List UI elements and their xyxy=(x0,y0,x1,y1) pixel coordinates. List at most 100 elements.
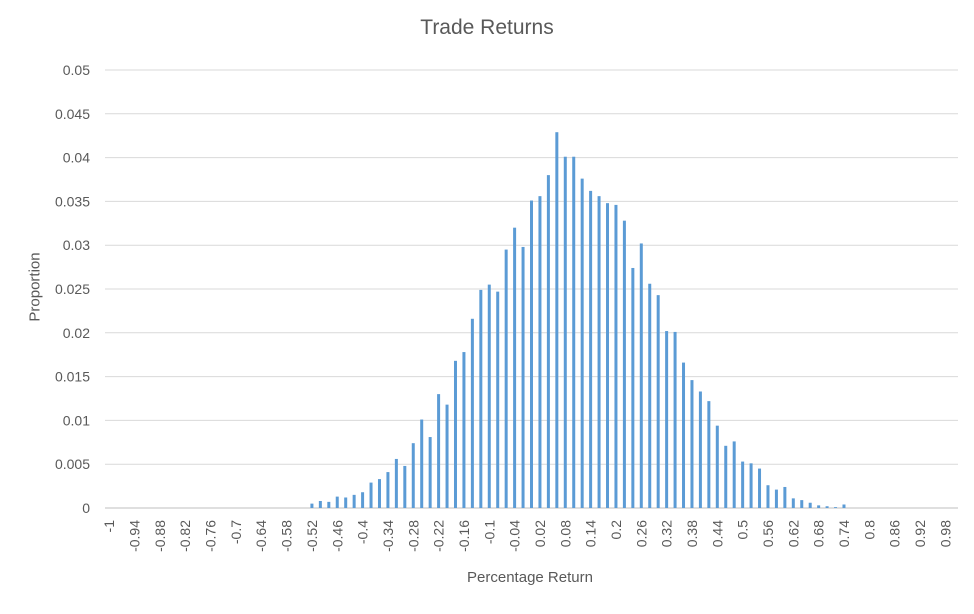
bar xyxy=(437,394,441,508)
bar xyxy=(428,437,432,508)
x-tick-label: 0.44 xyxy=(709,520,725,547)
bar xyxy=(606,203,610,509)
bar xyxy=(631,267,635,508)
bar xyxy=(453,360,457,508)
y-tick-label: 0.03 xyxy=(63,237,90,253)
bar xyxy=(656,295,660,508)
bar xyxy=(698,391,702,508)
x-tick-label: 0.02 xyxy=(532,520,548,547)
x-tick-label: 0.14 xyxy=(583,520,599,547)
x-tick-label: -0.04 xyxy=(507,520,523,552)
x-tick-label: 0.62 xyxy=(785,520,801,547)
x-tick-label: -0.34 xyxy=(380,520,396,552)
bar xyxy=(715,425,719,508)
y-tick-label: 0.025 xyxy=(55,281,90,297)
bar xyxy=(369,482,373,508)
x-tick-label: -0.1 xyxy=(481,520,497,544)
bar xyxy=(808,502,812,508)
y-tick-label: 0.045 xyxy=(55,106,90,122)
bar xyxy=(707,401,711,508)
y-tick-label: 0.035 xyxy=(55,193,90,209)
bar xyxy=(462,352,466,508)
bar xyxy=(530,200,533,509)
bar xyxy=(521,246,525,508)
y-tick-label: 0.005 xyxy=(55,456,90,472)
x-tick-label: 0.56 xyxy=(760,520,776,547)
bar xyxy=(504,249,508,508)
bar xyxy=(487,284,491,508)
bar xyxy=(758,468,762,508)
x-tick-label: 0.08 xyxy=(557,520,573,547)
bar xyxy=(825,506,829,508)
x-tick-label: 0.8 xyxy=(861,520,877,540)
bar xyxy=(614,204,618,509)
x-tick-label: -0.82 xyxy=(177,520,193,552)
bar xyxy=(470,318,474,508)
y-tick-label: 0.015 xyxy=(55,369,90,385)
x-tick-label: 0.38 xyxy=(684,520,700,547)
bar xyxy=(648,283,652,508)
x-tick-label: 0.26 xyxy=(633,520,649,547)
x-tick-labels: -1 -0.94 -0.88 -0.82 -0.76 -0.7 -0.64 -0.58 -0.5… xyxy=(101,520,953,552)
y-tick-label: 0 xyxy=(82,500,90,516)
bar xyxy=(538,196,542,509)
x-tick-label: 0.98 xyxy=(937,520,953,547)
x-tick-label: -0.46 xyxy=(329,520,345,552)
x-tick-label: -0.22 xyxy=(431,520,447,552)
bars xyxy=(310,132,846,509)
bar xyxy=(842,504,846,508)
bar xyxy=(377,479,381,508)
bar xyxy=(580,178,584,508)
bar xyxy=(682,362,686,508)
bar xyxy=(335,496,339,508)
x-tick-label: -0.64 xyxy=(253,520,269,552)
bar xyxy=(411,443,415,508)
x-tick-label: 0.86 xyxy=(887,520,903,547)
x-tick-label: -0.4 xyxy=(355,520,371,544)
bar xyxy=(774,489,778,508)
bar xyxy=(403,465,407,508)
bar xyxy=(327,501,331,508)
bar xyxy=(318,500,322,508)
x-tick-label: -1 xyxy=(101,520,117,533)
x-tick-label: -0.58 xyxy=(279,520,295,552)
bar xyxy=(639,243,643,508)
bar xyxy=(394,458,398,508)
bar xyxy=(479,289,483,508)
x-tick-label: -0.16 xyxy=(456,520,472,552)
x-tick-label: -0.76 xyxy=(203,520,219,552)
chart-title: Trade Returns xyxy=(420,16,554,39)
bar xyxy=(310,503,314,508)
bar xyxy=(420,419,424,508)
x-tick-label: 0.32 xyxy=(659,520,675,547)
bar xyxy=(622,220,626,508)
bar xyxy=(791,498,795,508)
bar xyxy=(361,492,365,508)
bar xyxy=(572,156,576,508)
bar xyxy=(800,500,804,508)
x-tick-label: -0.94 xyxy=(127,520,143,552)
x-tick-label: -0.88 xyxy=(152,520,168,552)
x-tick-label: 0.92 xyxy=(912,520,928,547)
y-tick-label: 0.05 xyxy=(63,62,90,78)
bar xyxy=(690,380,694,508)
bar xyxy=(546,175,550,508)
bar xyxy=(741,461,745,508)
bar xyxy=(563,156,567,508)
x-tick-label: -0.52 xyxy=(304,520,320,552)
x-tick-label: 0.5 xyxy=(735,520,751,540)
x-tick-label: -0.28 xyxy=(405,520,421,552)
bar xyxy=(749,463,753,508)
bar xyxy=(783,486,787,508)
y-tick-label: 0.04 xyxy=(63,150,90,166)
bar xyxy=(732,441,736,508)
bar xyxy=(589,190,593,508)
bar xyxy=(445,404,449,508)
bar xyxy=(496,291,500,508)
x-tick-label: 0.74 xyxy=(836,520,852,547)
bar xyxy=(344,497,348,508)
x-tick-label: -0.7 xyxy=(228,520,244,544)
bar xyxy=(352,494,356,508)
